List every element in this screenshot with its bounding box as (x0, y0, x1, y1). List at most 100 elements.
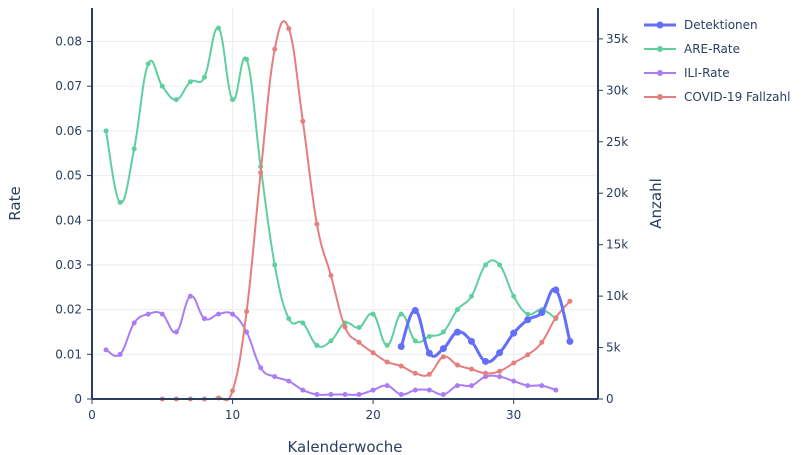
legend-item-covid-19-fallzahl[interactable]: COVID-19 Fallzahl (644, 90, 790, 104)
x-tick-label: 10 (225, 408, 240, 422)
series-line-are-rate (105, 27, 557, 348)
data-point-detektionen (425, 349, 433, 357)
axes (91, 8, 599, 400)
y-right-tick-label: 30k (606, 83, 628, 97)
series-covid-19-fallzahl (159, 20, 573, 402)
data-point-covid-19-fallzahl (412, 370, 418, 376)
data-point-ili-rate (187, 293, 193, 299)
data-point-covid-19-fallzahl (426, 371, 432, 377)
data-point-are-rate (440, 329, 446, 335)
right-y-axis-title: Anzahl (647, 178, 665, 229)
series-ili-rate (103, 293, 559, 398)
y-right-tick-label: 35k (606, 32, 628, 46)
data-point-covid-19-fallzahl (398, 363, 404, 369)
x-tick-label: 30 (506, 408, 521, 422)
data-point-covid-19-fallzahl (497, 368, 503, 374)
legend-item-detektionen[interactable]: Detektionen (644, 18, 758, 32)
legend-label: Detektionen (684, 18, 758, 32)
data-point-covid-19-fallzahl (454, 362, 460, 368)
data-point-are-rate (117, 199, 123, 205)
data-point-covid-19-fallzahl (244, 309, 250, 315)
data-point-ili-rate (398, 392, 404, 398)
data-point-ili-rate (525, 383, 531, 389)
data-point-are-rate (131, 146, 137, 152)
data-point-ili-rate (469, 383, 474, 389)
data-point-are-rate (145, 61, 151, 67)
legend-swatch-marker (657, 70, 663, 76)
data-point-are-rate (412, 338, 418, 344)
data-point-ili-rate (356, 392, 362, 398)
y-left-tick-label: 0.02 (55, 303, 82, 317)
data-point-are-rate (314, 342, 320, 348)
data-point-are-rate (201, 74, 207, 80)
data-point-ili-rate (553, 387, 559, 393)
data-point-are-rate (286, 316, 292, 322)
x-axis-title: Kalenderwoche (287, 438, 402, 455)
y-right-tick-label: 15k (606, 238, 628, 252)
data-point-covid-19-fallzahl (272, 46, 278, 52)
data-point-ili-rate (117, 351, 123, 357)
data-point-are-rate (173, 97, 179, 103)
x-tick-label: 20 (365, 408, 380, 422)
data-point-ili-rate (426, 387, 432, 393)
data-point-covid-19-fallzahl (567, 298, 573, 304)
series-layer (103, 20, 574, 402)
data-point-are-rate (426, 333, 432, 339)
data-point-are-rate (370, 311, 376, 317)
data-point-are-rate (230, 97, 236, 103)
data-point-detektionen (439, 345, 447, 353)
data-point-are-rate (454, 307, 460, 313)
data-point-ili-rate (131, 320, 137, 326)
data-point-ili-rate (497, 374, 503, 380)
legend-swatch-marker (657, 46, 663, 52)
y-right-tick-label: 5k (606, 341, 621, 355)
data-point-ili-rate (328, 392, 334, 398)
data-point-ili-rate (511, 378, 517, 384)
grid-lines (92, 8, 598, 399)
legend-label: ILI-Rate (684, 66, 730, 80)
y-right-tick-label: 10k (606, 289, 628, 303)
data-point-are-rate (187, 79, 193, 85)
data-point-ili-rate (286, 378, 292, 384)
x-tick-label: 0 (88, 408, 96, 422)
data-point-covid-19-fallzahl (342, 324, 348, 330)
data-point-are-rate (159, 83, 165, 89)
data-point-detektionen (482, 357, 490, 365)
data-point-covid-19-fallzahl (370, 350, 376, 356)
data-point-detektionen (397, 343, 405, 351)
series-line-detektionen (399, 287, 572, 364)
data-point-detektionen (538, 309, 546, 317)
data-point-ili-rate (454, 383, 460, 389)
data-point-are-rate (244, 56, 250, 62)
data-point-covid-19-fallzahl (553, 315, 559, 321)
data-point-ili-rate (314, 392, 320, 398)
data-point-covid-19-fallzahl (300, 118, 306, 124)
y-left-tick-label: 0.04 (55, 213, 82, 227)
data-point-covid-19-fallzahl (525, 352, 531, 358)
data-point-covid-19-fallzahl (511, 360, 517, 366)
data-point-are-rate (272, 262, 278, 268)
series-line-ili-rate (105, 295, 557, 396)
data-point-ili-rate (145, 311, 151, 317)
data-point-are-rate (497, 262, 503, 268)
y-left-tick-label: 0.07 (55, 79, 82, 93)
data-point-are-rate (525, 311, 531, 317)
data-point-ili-rate (159, 311, 165, 317)
data-point-detektionen (453, 328, 461, 336)
data-point-ili-rate (342, 392, 348, 398)
legend-item-ili-rate[interactable]: ILI-Rate (644, 66, 730, 80)
data-point-covid-19-fallzahl (356, 339, 362, 345)
data-point-ili-rate (539, 383, 545, 389)
y-left-tick-label: 0.05 (55, 169, 82, 183)
legend-item-are-rate[interactable]: ARE-Rate (644, 42, 740, 56)
legend[interactable]: Detektionen ARE-Rate ILI-Rate COVID-19 Fall… (644, 18, 790, 104)
series-line-covid-19-fallzahl (162, 20, 571, 402)
data-point-detektionen (552, 286, 560, 294)
data-point-covid-19-fallzahl (328, 273, 334, 279)
data-point-are-rate (398, 311, 404, 317)
y-left-tick-label: 0.01 (55, 347, 82, 361)
data-point-are-rate (216, 25, 221, 31)
data-point-are-rate (469, 293, 474, 299)
data-point-ili-rate (258, 365, 264, 371)
data-point-covid-19-fallzahl (384, 359, 390, 365)
